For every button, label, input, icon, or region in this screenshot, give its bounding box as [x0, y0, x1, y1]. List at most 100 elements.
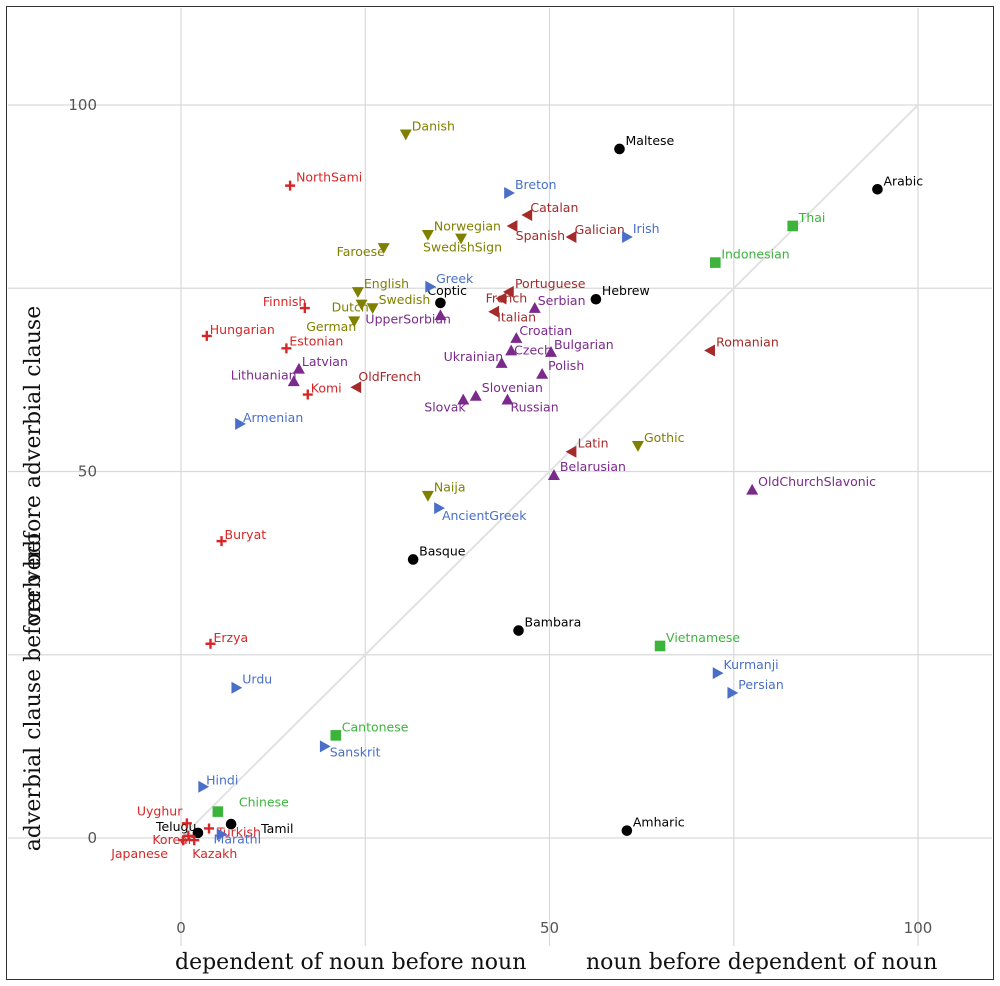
point-marker-turkish	[204, 823, 215, 834]
x-tick-label: 0	[176, 919, 186, 937]
point-label-finnish: Finnish	[263, 294, 307, 309]
point-marker-upper-sorbian	[434, 309, 447, 321]
point-marker-cantonese	[330, 730, 342, 741]
point-marker-armenian	[235, 417, 246, 430]
x-axis-title-right: noun before dependent of noun	[586, 950, 937, 975]
point-marker-tamil	[225, 818, 237, 830]
point-marker-swedish	[366, 303, 379, 315]
point-label-hindi: Hindi	[206, 773, 238, 788]
point-label-upper-sorbian: UpperSorbian	[365, 311, 451, 326]
point-marker-north-sami	[285, 180, 296, 191]
grid	[8, 8, 992, 946]
point-marker-polish	[536, 368, 549, 379]
point-label-cantonese: Cantonese	[342, 719, 409, 734]
point-label-serbian: Serbian	[538, 293, 586, 308]
point-label-catalan: Catalan	[530, 200, 578, 215]
point-label-swedish: Swedish	[379, 292, 431, 307]
point-marker-hungarian	[201, 330, 212, 341]
point-marker-vietnamese	[654, 640, 666, 652]
point-label-italian: Italian	[497, 310, 536, 325]
point-marker-old-church-slavonic	[746, 483, 759, 495]
point-label-russian: Russian	[510, 400, 558, 415]
point-marker-irish	[622, 230, 633, 243]
point-marker-galician	[565, 230, 577, 243]
point-marker-hindi	[198, 780, 210, 793]
point-label-bambara: Bambara	[525, 615, 582, 630]
point-label-german: German	[306, 319, 356, 334]
point-label-old-french: OldFrench	[358, 369, 421, 384]
point-label-naija: Naija	[434, 480, 466, 495]
point-label-old-church-slavonic: OldChurchSlavonic	[758, 474, 876, 489]
point-label-thai: Thai	[798, 210, 826, 225]
point-marker-faroese	[377, 243, 390, 254]
point-marker-romanian	[704, 344, 715, 357]
point-marker-croatian	[510, 332, 523, 343]
point-label-galician: Galician	[575, 222, 625, 237]
point-label-armenian: Armenian	[243, 410, 303, 425]
point-marker-hebrew	[590, 293, 602, 305]
point-label-persian: Persian	[738, 677, 784, 692]
point-marker-kazakh	[189, 835, 200, 846]
point-marker-korean	[183, 830, 194, 841]
point-marker-slovenian	[469, 390, 482, 401]
point-label-komi: Komi	[311, 381, 342, 396]
chart-frame	[6, 6, 994, 980]
point-label-belarusian: Belarusian	[560, 459, 626, 474]
point-label-ancient-greek: AncientGreek	[442, 508, 527, 523]
point-label-swedish-sign: SwedishSign	[423, 239, 502, 254]
x-axis-title-left: dependent of noun before noun	[175, 950, 526, 975]
point-marker-lithuanian	[287, 375, 300, 387]
point-marker-uyghur	[181, 818, 192, 829]
point-marker-old-french	[350, 381, 362, 394]
point-marker-finnish	[299, 303, 310, 314]
point-marker-catalan	[521, 208, 533, 221]
point-labels: Danish Maltese NorthSami Breton Arabic Catala…	[110, 118, 923, 861]
point-marker-basque	[407, 554, 419, 565]
point-label-latvian: Latvian	[302, 354, 348, 369]
point-label-urdu: Urdu	[242, 672, 272, 687]
point-label-danish: Danish	[412, 118, 455, 133]
point-marker-sanskrit	[319, 740, 331, 753]
point-marker-urdu	[231, 681, 243, 694]
point-marker-komi	[302, 389, 313, 400]
point-label-north-sami: NorthSami	[296, 170, 362, 185]
point-marker-serbian	[528, 302, 541, 313]
point-marker-ukrainian	[495, 357, 508, 368]
point-marker-chinese	[212, 806, 224, 817]
point-label-czech: Czech	[514, 343, 552, 358]
point-marker-russian	[501, 393, 514, 405]
point-label-hungarian: Hungarian	[210, 322, 275, 337]
point-marker-french	[495, 292, 507, 305]
y-axis-title-top: verb before adverbial clause	[21, 306, 46, 625]
point-marker-czech	[505, 344, 518, 356]
point-label-latin: Latin	[578, 436, 609, 451]
point-label-maltese: Maltese	[626, 133, 675, 148]
point-marker-latin	[565, 445, 577, 458]
point-marker-bambara	[513, 625, 524, 636]
point-label-sanskrit: Sanskrit	[330, 744, 381, 759]
point-label-polish: Polish	[548, 358, 584, 373]
point-marker-breton	[504, 186, 515, 199]
tick-labels: 0 50 100 0 50 100	[68, 96, 932, 937]
point-marker-erzya	[205, 638, 216, 649]
point-label-romanian: Romanian	[716, 335, 779, 350]
point-label-uyghur: Uyghur	[137, 803, 183, 818]
point-marker-portuguese	[502, 285, 514, 298]
point-label-ukrainian: Ukrainian	[444, 349, 504, 364]
point-label-spanish: Spanish	[516, 228, 565, 243]
point-label-kazakh: Kazakh	[192, 846, 237, 861]
point-marker-maltese	[614, 143, 625, 155]
point-label-norwegian: Norwegian	[434, 219, 501, 234]
y-tick-label: 50	[78, 463, 97, 481]
y-tick-label: 100	[68, 96, 97, 114]
point-label-amharic: Amharic	[633, 815, 685, 830]
point-marker-persian	[727, 686, 739, 699]
point-marker-gothic	[631, 441, 644, 452]
point-marker-greek	[425, 280, 437, 293]
point-label-faroese: Faroese	[337, 244, 385, 259]
point-marker-amharic	[621, 825, 633, 836]
point-label-vietnamese: Vietnamese	[666, 630, 740, 645]
point-label-coptic: Coptic	[427, 283, 467, 298]
point-label-turkish: Turkish	[216, 824, 261, 839]
